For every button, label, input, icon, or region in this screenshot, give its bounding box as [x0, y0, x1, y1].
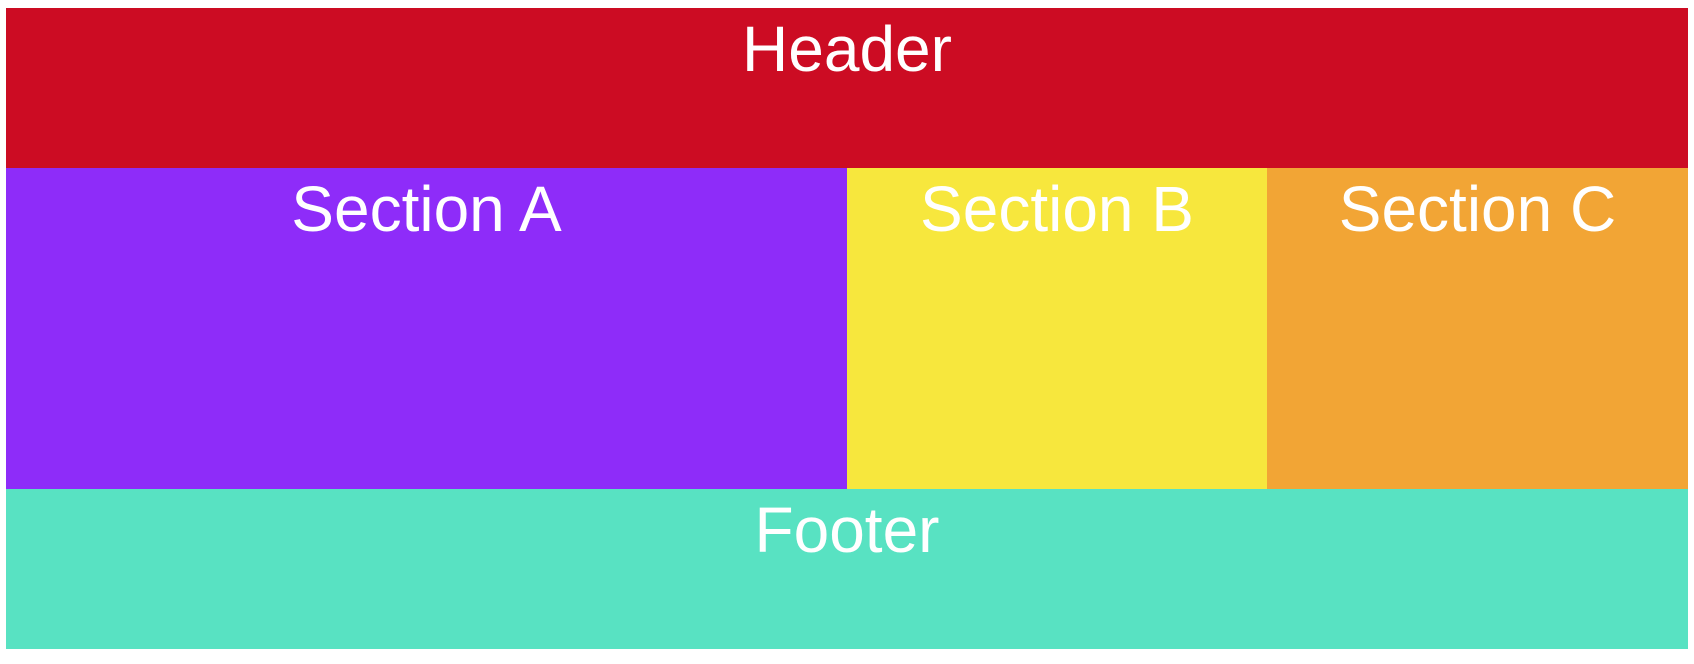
- footer-region: Footer: [6, 489, 1688, 649]
- section-a-label: Section A: [291, 173, 562, 245]
- footer-label: Footer: [754, 494, 940, 566]
- section-c-label: Section C: [1338, 173, 1617, 245]
- section-a-region: Section A: [6, 168, 847, 489]
- section-c-region: Section C: [1267, 168, 1688, 489]
- header-region: Header: [6, 8, 1688, 168]
- section-b-region: Section B: [847, 168, 1267, 489]
- header-label: Header: [742, 13, 952, 85]
- page-layout-grid: Header Section A Section B Section C Foo…: [6, 8, 1688, 649]
- section-b-label: Section B: [920, 173, 1194, 245]
